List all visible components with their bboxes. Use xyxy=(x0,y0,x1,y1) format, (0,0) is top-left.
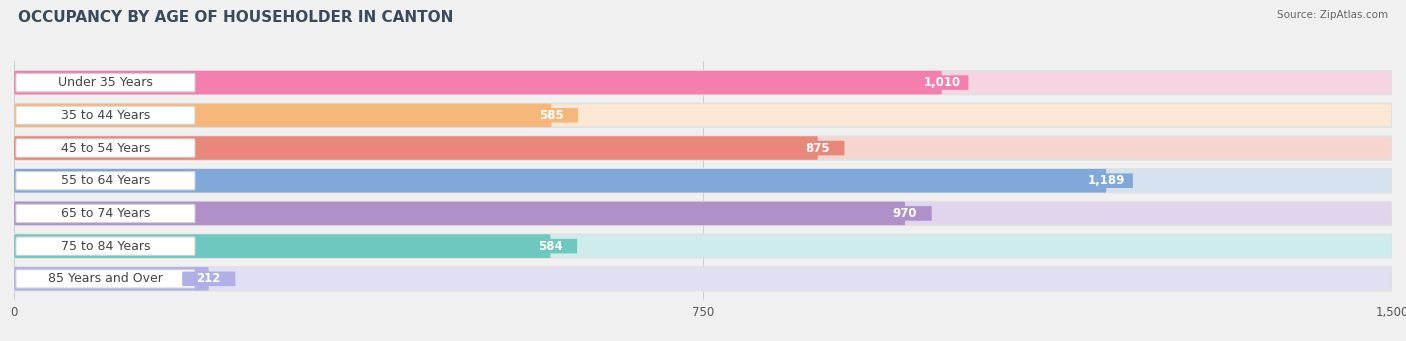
FancyBboxPatch shape xyxy=(1080,174,1133,188)
Text: 55 to 64 Years: 55 to 64 Years xyxy=(60,174,150,187)
Text: 35 to 44 Years: 35 to 44 Years xyxy=(60,109,150,122)
FancyBboxPatch shape xyxy=(14,71,1392,94)
Text: 970: 970 xyxy=(893,207,917,220)
FancyBboxPatch shape xyxy=(15,106,195,124)
FancyBboxPatch shape xyxy=(14,234,1392,258)
FancyBboxPatch shape xyxy=(15,204,195,223)
FancyBboxPatch shape xyxy=(14,202,1392,225)
Text: Under 35 Years: Under 35 Years xyxy=(58,76,153,89)
FancyBboxPatch shape xyxy=(14,234,551,258)
FancyBboxPatch shape xyxy=(14,169,1107,193)
FancyBboxPatch shape xyxy=(524,239,576,253)
FancyBboxPatch shape xyxy=(14,267,209,291)
FancyBboxPatch shape xyxy=(14,136,818,160)
FancyBboxPatch shape xyxy=(524,108,578,123)
FancyBboxPatch shape xyxy=(15,172,195,190)
FancyBboxPatch shape xyxy=(15,237,195,255)
Text: 585: 585 xyxy=(538,109,564,122)
FancyBboxPatch shape xyxy=(14,104,551,127)
Text: 45 to 54 Years: 45 to 54 Years xyxy=(60,142,150,154)
FancyBboxPatch shape xyxy=(14,267,1392,291)
FancyBboxPatch shape xyxy=(183,271,235,286)
FancyBboxPatch shape xyxy=(15,73,195,92)
Text: Source: ZipAtlas.com: Source: ZipAtlas.com xyxy=(1277,10,1388,20)
FancyBboxPatch shape xyxy=(14,104,1392,127)
Text: 875: 875 xyxy=(806,142,830,154)
FancyBboxPatch shape xyxy=(14,71,942,94)
Text: OCCUPANCY BY AGE OF HOUSEHOLDER IN CANTON: OCCUPANCY BY AGE OF HOUSEHOLDER IN CANTO… xyxy=(18,10,454,25)
FancyBboxPatch shape xyxy=(915,75,969,90)
FancyBboxPatch shape xyxy=(879,206,932,221)
FancyBboxPatch shape xyxy=(15,270,195,288)
FancyBboxPatch shape xyxy=(15,139,195,157)
Text: 1,189: 1,189 xyxy=(1088,174,1125,187)
Text: 1,010: 1,010 xyxy=(924,76,960,89)
FancyBboxPatch shape xyxy=(792,141,845,155)
Text: 75 to 84 Years: 75 to 84 Years xyxy=(60,240,150,253)
Text: 65 to 74 Years: 65 to 74 Years xyxy=(60,207,150,220)
FancyBboxPatch shape xyxy=(14,202,905,225)
Text: 85 Years and Over: 85 Years and Over xyxy=(48,272,163,285)
FancyBboxPatch shape xyxy=(14,136,1392,160)
Text: 584: 584 xyxy=(538,240,562,253)
FancyBboxPatch shape xyxy=(14,169,1392,193)
Text: 212: 212 xyxy=(197,272,221,285)
